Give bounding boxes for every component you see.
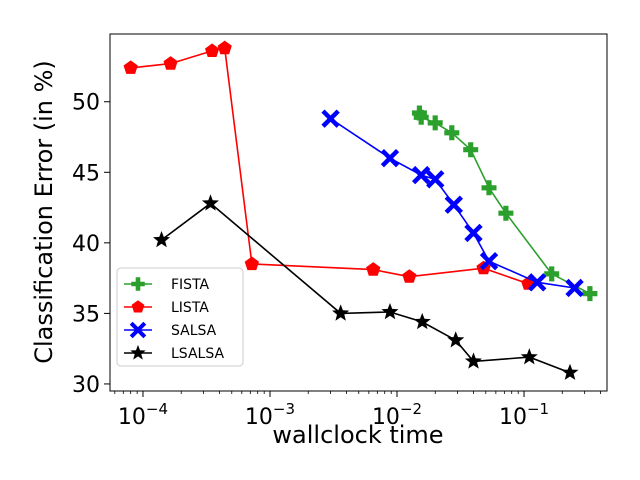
- data-point-lista: [217, 40, 232, 55]
- data-point-lsalsa: [381, 303, 399, 320]
- data-point-fista: [463, 142, 479, 158]
- data-point-fista: [444, 125, 460, 141]
- data-point-salsa: [479, 252, 499, 271]
- tick-layer: 10−4 10−3 10−2 10−1 30 35 40 45 50: [72, 91, 601, 430]
- data-point-fista: [498, 205, 514, 221]
- y-tick-label: 35: [72, 302, 100, 327]
- x-tick-label: 10−3: [245, 400, 295, 430]
- legend-marker-fista: [131, 277, 145, 291]
- data-point-fista: [544, 266, 560, 282]
- series-line-fista: [418, 112, 591, 295]
- data-point-fista: [481, 180, 497, 196]
- data-point-salsa: [565, 278, 584, 298]
- series-lista: [123, 40, 536, 290]
- series-fista: [411, 105, 598, 302]
- legend-marker-lsalsa: [130, 344, 146, 360]
- legend: FISTA LISTA SALSA LSALSA: [116, 267, 244, 367]
- y-axis-label: Classification Error (in %): [30, 60, 58, 364]
- data-point-lista: [366, 262, 381, 276]
- data-point-lista: [123, 60, 138, 74]
- data-point-lista: [402, 269, 417, 283]
- legend-entry-lista: LISTA: [124, 300, 209, 316]
- x-axis-label: wallclock time: [272, 421, 443, 449]
- data-point-lsalsa: [447, 331, 465, 348]
- data-point-lsalsa: [520, 348, 538, 365]
- data-point-lista: [163, 56, 178, 70]
- y-tick-label: 45: [72, 161, 100, 186]
- series-salsa: [321, 109, 584, 298]
- data-point-lista: [205, 43, 220, 57]
- plot-layer: [123, 40, 598, 380]
- series-lsalsa: [153, 194, 579, 380]
- data-point-fista: [427, 115, 443, 131]
- data-point-lsalsa: [413, 312, 431, 330]
- legend-marker-lista: [131, 300, 145, 313]
- legend-marker-salsa: [129, 321, 147, 339]
- legend-entry-salsa: SALSA: [124, 321, 217, 339]
- data-point-salsa: [464, 223, 483, 243]
- data-point-lsalsa: [561, 363, 579, 380]
- legend-label: LSALSA: [171, 346, 224, 362]
- series-line-lista: [130, 47, 529, 285]
- x-tick-label: 10−1: [499, 400, 549, 430]
- data-point-salsa: [444, 195, 463, 214]
- data-point-lsalsa: [201, 194, 219, 211]
- y-tick-label: 40: [72, 232, 100, 257]
- legend-box: [116, 267, 244, 367]
- data-point-fista: [582, 286, 598, 302]
- legend-entry-lsalsa: LSALSA: [124, 344, 224, 362]
- data-point-salsa: [380, 148, 400, 168]
- data-point-salsa: [412, 165, 431, 185]
- data-point-lista: [244, 256, 259, 271]
- data-point-salsa: [321, 109, 340, 128]
- legend-label: FISTA: [171, 277, 210, 293]
- legend-label: LISTA: [171, 300, 209, 316]
- data-point-lsalsa: [464, 352, 482, 369]
- x-tick-label: 10−4: [118, 400, 168, 430]
- y-tick-label: 50: [72, 91, 100, 116]
- data-point-salsa: [528, 273, 547, 292]
- data-point-fista: [413, 109, 429, 125]
- legend-entry-fista: FISTA: [124, 277, 210, 293]
- y-tick-label: 30: [72, 373, 100, 398]
- data-point-salsa: [426, 170, 445, 189]
- legend-label: SALSA: [171, 323, 217, 339]
- data-point-lsalsa: [332, 304, 350, 321]
- data-point-lsalsa: [153, 231, 171, 248]
- x-tick-label: 10−2: [372, 400, 422, 430]
